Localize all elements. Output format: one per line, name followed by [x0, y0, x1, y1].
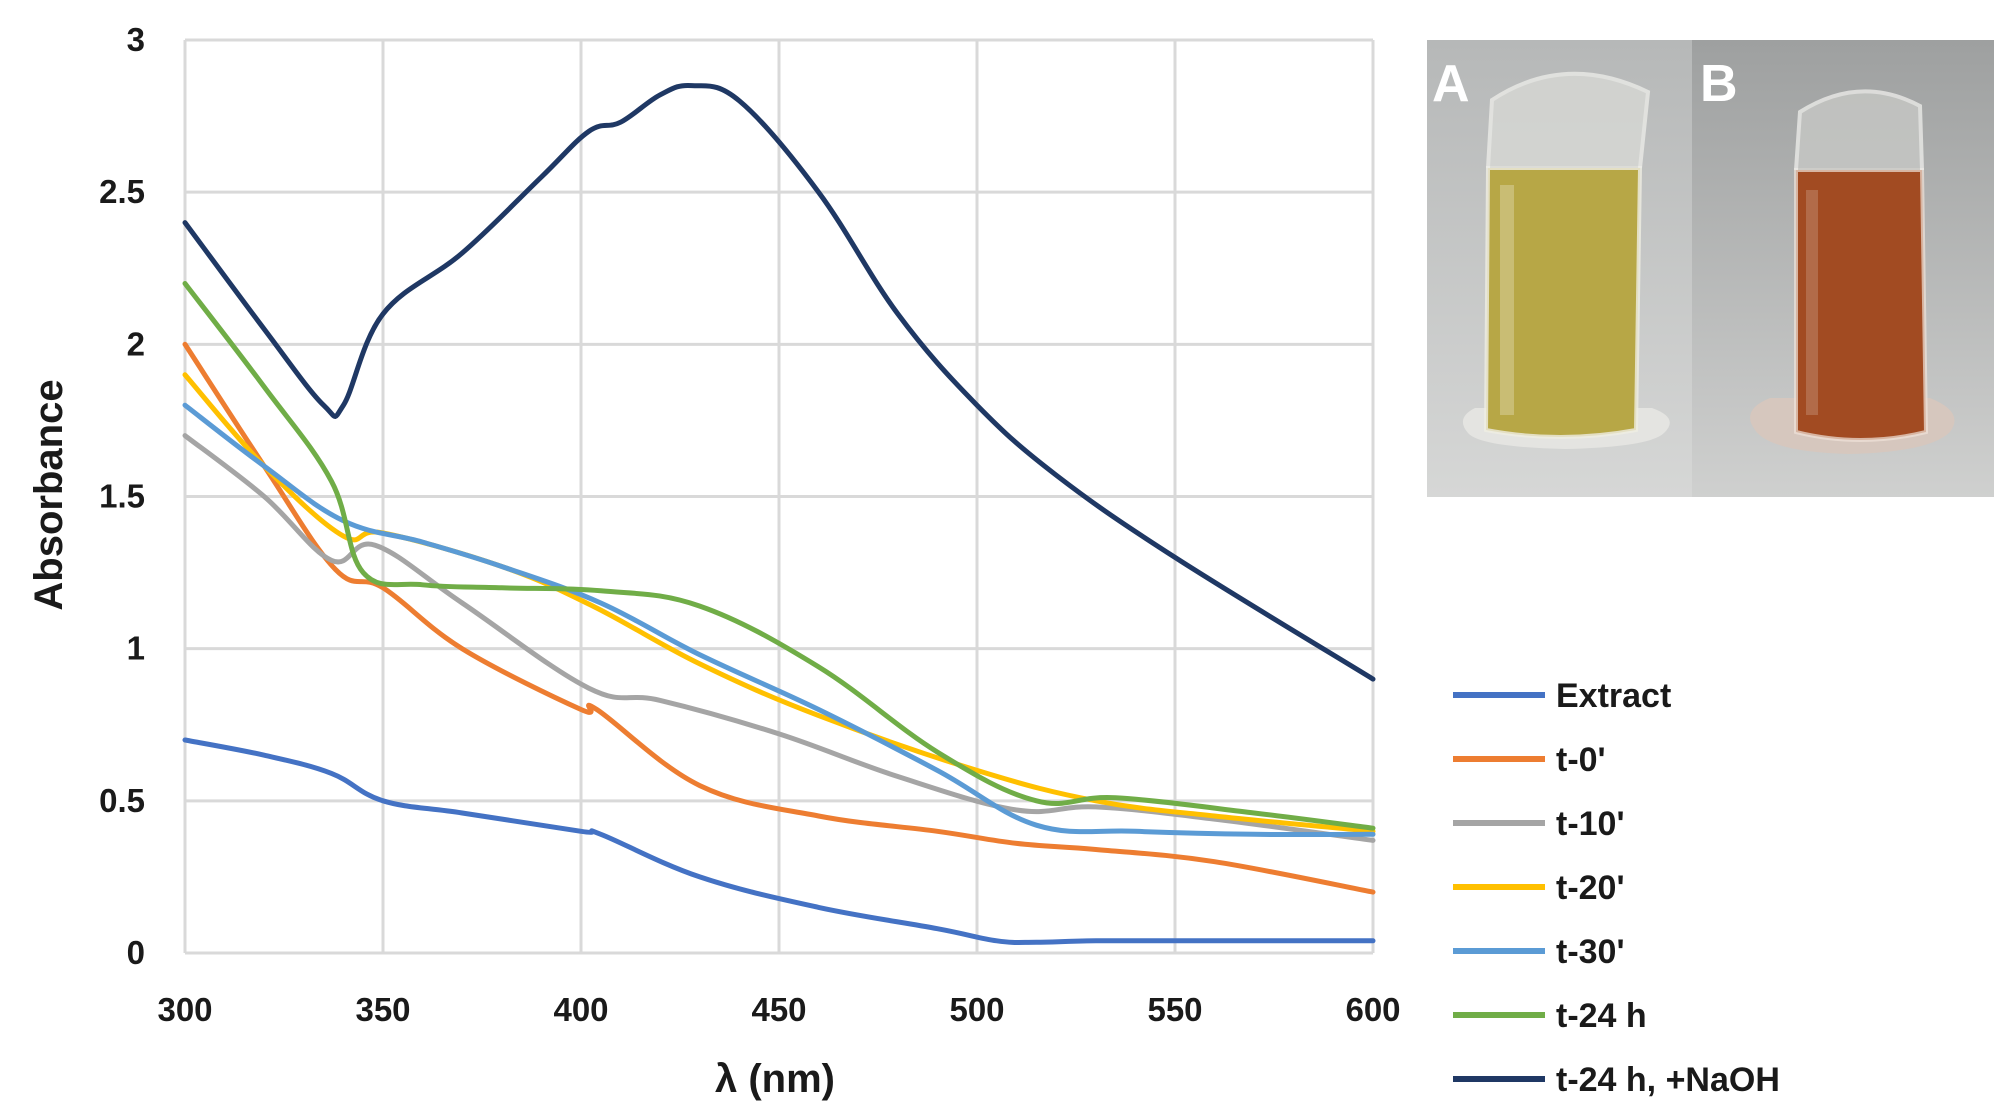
x-tick-label: 500: [949, 991, 1004, 1028]
series-line-3: [182, 372, 1376, 834]
x-tick-label: 300: [157, 991, 212, 1028]
series-line-0: [182, 737, 1376, 945]
y-tick-label: 1: [127, 630, 145, 667]
y-tick-label: 2: [127, 325, 145, 362]
photo-panel-a: A: [1427, 40, 1692, 497]
legend-label: t-10': [1556, 805, 1625, 843]
photo-label-b: B: [1700, 55, 1738, 113]
x-tick-label: 400: [553, 991, 608, 1028]
legend-label: t-0': [1556, 741, 1606, 779]
x-tick-label: 600: [1345, 991, 1400, 1028]
series-lines: [182, 82, 1376, 945]
x-axis-title: λ (nm): [715, 1057, 835, 1101]
y-tick-label: 1.5: [99, 478, 145, 515]
y-tick-label: 0: [127, 934, 145, 971]
inset-photo: A B: [1427, 40, 1994, 497]
grid: [183, 38, 1375, 955]
x-tick-label: 550: [1147, 991, 1202, 1028]
legend-label: t-30': [1556, 933, 1625, 971]
y-axis-ticks: 0 0.5 1 1.5 2 2.5 3: [99, 21, 145, 971]
photo-panel-b: B: [1692, 40, 1994, 497]
y-tick-label: 0.5: [99, 782, 145, 819]
x-tick-label: 350: [355, 991, 410, 1028]
legend-label: t-20': [1556, 869, 1625, 907]
photo-label-a: A: [1432, 55, 1470, 113]
legend-label: Extract: [1556, 677, 1671, 715]
series-line-4: [182, 402, 1376, 838]
y-tick-label: 3: [127, 21, 145, 58]
legend-label: t-24 h, +NaOH: [1556, 1061, 1780, 1099]
x-axis-ticks: 300 350 400 450 500 550 600: [157, 991, 1400, 1028]
legend-label: t-24 h: [1556, 997, 1647, 1035]
series-line-5: [182, 281, 1376, 831]
series-line-6: [182, 82, 1376, 682]
legend: Extract t-0' t-10' t-20' t-30' t-24 h t-24 h, …: [1453, 677, 1780, 1099]
series-line-1: [182, 341, 1376, 895]
y-axis-title: Absorbance: [27, 379, 71, 610]
series-line-2: [182, 433, 1376, 843]
y-tick-label: 2.5: [99, 173, 145, 210]
x-tick-label: 450: [751, 991, 806, 1028]
